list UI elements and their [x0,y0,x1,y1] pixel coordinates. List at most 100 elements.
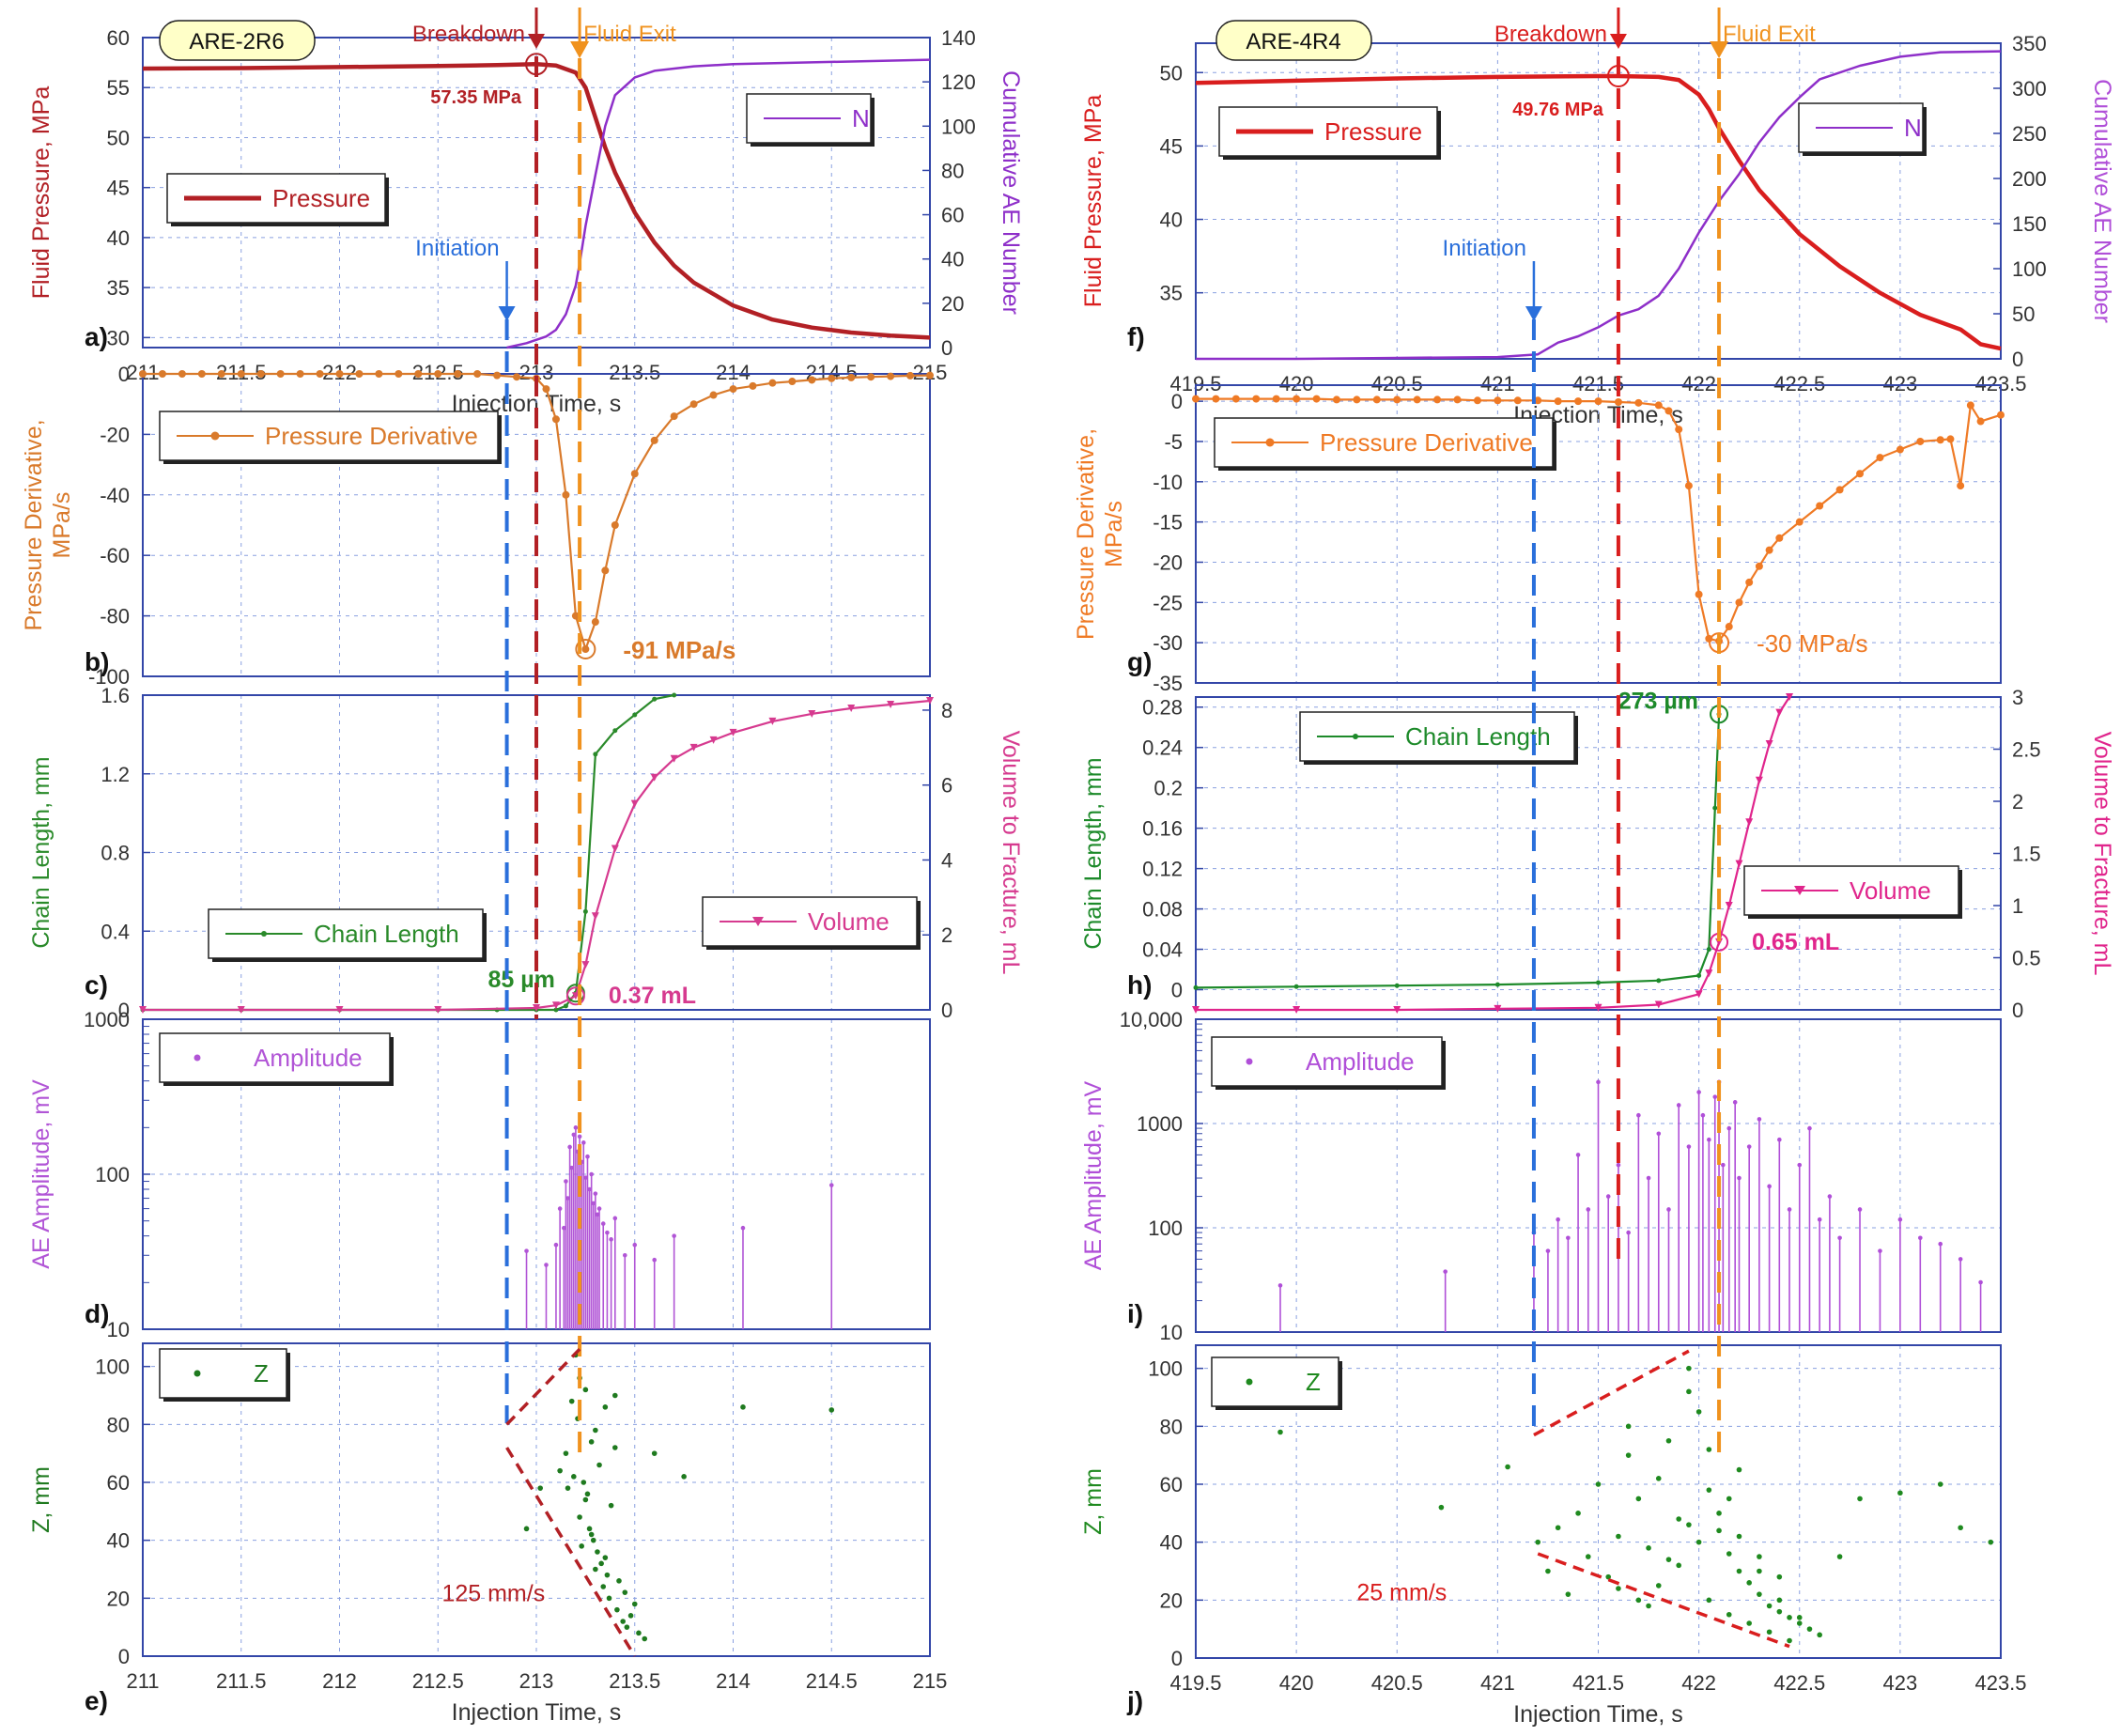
amplitude-point [567,1144,572,1150]
series-marker [1896,445,1904,454]
series-marker [612,728,618,734]
series-marker [473,370,482,378]
series-marker [178,370,186,378]
legend-pressure: Pressure [1218,106,1441,160]
amplitude-point [565,1196,570,1201]
series-marker [1755,562,1763,570]
velocity-label: 25 mm/s [1356,1579,1447,1605]
series-marker [581,961,590,969]
series-marker [563,1003,568,1009]
y-tick-label: 0.4 [101,920,130,943]
amplitude-point [591,1201,596,1206]
z-point [1776,1573,1783,1580]
y-axis-title: Fluid Pressure, MPa [1080,95,1107,308]
y-tick-label: 0 [1171,390,1183,413]
series-marker [1634,398,1643,407]
legend-label: Chain Length [314,920,459,948]
series-marker [533,1004,540,1013]
series-marker [513,373,521,381]
z-point [627,1613,634,1619]
z-point [1716,1511,1722,1516]
amplitude-point [1443,1269,1448,1274]
series-marker [355,370,364,378]
y-axis-title: MPa/s [1101,501,1127,567]
amplitude-point [1757,1117,1762,1122]
amplitude-point [1707,1137,1711,1142]
y-tick-label: 20 [1160,1589,1183,1612]
y2-tick-label: 250 [2012,122,2047,146]
y-tick-label: -20 [100,423,130,446]
series-marker [237,1006,245,1014]
x-tick-label: 214 [716,361,751,384]
amplitude-point [1857,1207,1863,1212]
z-point [1625,1452,1632,1458]
legend-chain-length: Chain Length [208,908,487,962]
z-point [1655,1476,1662,1481]
x-tick-label: 213.5 [609,1669,660,1693]
series-marker [1574,397,1583,406]
amplitude-point [1732,1100,1738,1105]
series-marker [1946,435,1955,443]
amplitude-point [605,1230,610,1235]
amplitude-point [612,1216,618,1221]
y-tick-label: 60 [1160,1473,1183,1496]
z-point [1757,1568,1762,1574]
z-point [1796,1615,1803,1620]
z-point [593,1566,598,1573]
z-point [608,1502,614,1509]
series-marker [1332,395,1340,404]
amplitude-point [1666,1207,1671,1212]
z-point [1695,1539,1702,1545]
z-point [1706,1447,1712,1452]
series-marker [1212,395,1220,403]
legend-marker [194,1054,201,1062]
legend-marker [194,1370,201,1377]
plot-frame [1195,1344,2002,1659]
amplitude-point [1656,1131,1662,1137]
fluid-exit-arrow-head [1710,41,1729,58]
z-point [612,1392,618,1399]
z-point [1736,1568,1742,1574]
z-point [828,1407,835,1413]
y-tick-label: 20 [107,1587,130,1610]
series-marker [1453,395,1462,404]
z-point [624,1624,630,1630]
z-point [642,1635,648,1642]
y-tick-label: 0 [1171,979,1183,1002]
z-point [586,1526,593,1532]
z-point [1505,1464,1510,1470]
z-point [537,1485,543,1491]
z-point [1616,1586,1621,1591]
series-marker [1393,395,1401,404]
y-axis-title: AE Amplitude, mV [28,1079,54,1269]
y2-tick-label: 300 [2012,77,2047,101]
panel-label: a) [85,322,108,351]
series-marker [828,374,836,382]
series-marker [335,370,344,378]
breakdown-value: 49.76 MPa [1512,100,1604,120]
legend-pressure: Pressure [166,173,389,226]
amplitude-point [1837,1235,1842,1241]
series-marker [434,1006,442,1014]
series-marker [650,436,658,444]
series-marker [414,370,423,378]
y2-tick-label: 200 [2012,167,2047,191]
z-point [631,1601,638,1607]
z-point [602,1404,609,1410]
series-marker [867,373,875,381]
series-marker [256,370,265,378]
z-point [1595,1481,1602,1487]
fluid-exit-label: Fluid Exit [583,22,676,47]
y2-tick-label: 0 [941,336,952,360]
amplitude-point [1700,1112,1706,1118]
series-marker [1976,417,1985,426]
z-point [1897,1490,1903,1496]
y2-axis-title: Volume to Fracture, mL [998,731,1024,975]
y-tick-label: 0.2 [1153,777,1183,800]
y-tick-label: 30 [107,326,130,349]
series-marker [1706,947,1711,953]
y-tick-label: 45 [1160,134,1183,158]
y-tick-label: -15 [1153,511,1183,535]
y2-tick-label: 2 [2012,790,2023,814]
y-tick-label: 50 [107,126,130,149]
